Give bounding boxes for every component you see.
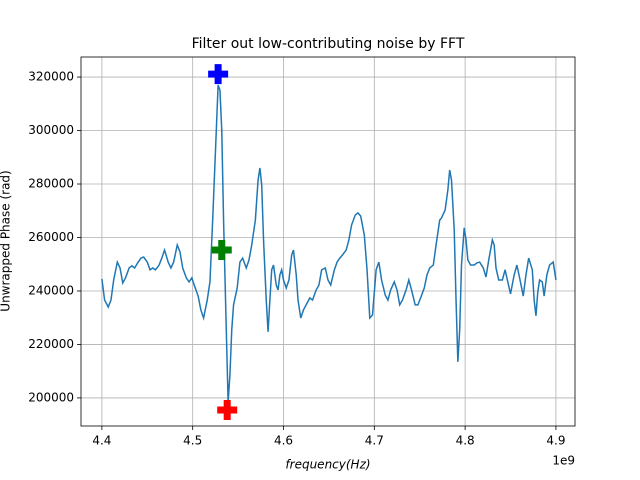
x-tick-label: 4.5	[183, 434, 202, 448]
plot-frame	[80, 56, 576, 427]
x-tick-label: 4.6	[274, 434, 293, 448]
y-axis-label: Unwrapped Phase (rad)	[0, 170, 13, 311]
x-axis-label: frequency(Hz)	[285, 458, 370, 472]
x-offset-label: 1e9	[552, 454, 575, 468]
line	[101, 84, 557, 402]
y-tick-label: 300000	[28, 123, 74, 137]
x-tick-label: 4.7	[365, 434, 384, 448]
marker	[211, 240, 232, 261]
y-tick-label: 320000	[28, 70, 74, 84]
marker	[217, 399, 238, 420]
x-tick-label: 4.4	[92, 434, 111, 448]
x-tick-label: 4.8	[456, 434, 475, 448]
chart-title: Filter out low-contributing noise by FFT	[192, 36, 465, 52]
y-tick-label: 240000	[28, 283, 74, 297]
y-tick-label: 280000	[28, 177, 74, 191]
marker	[208, 64, 229, 85]
y-tick-label: 220000	[28, 337, 74, 351]
x-tick-label: 4.9	[546, 434, 565, 448]
y-tick-label: 260000	[28, 230, 74, 244]
y-tick-label: 200000	[28, 390, 74, 404]
